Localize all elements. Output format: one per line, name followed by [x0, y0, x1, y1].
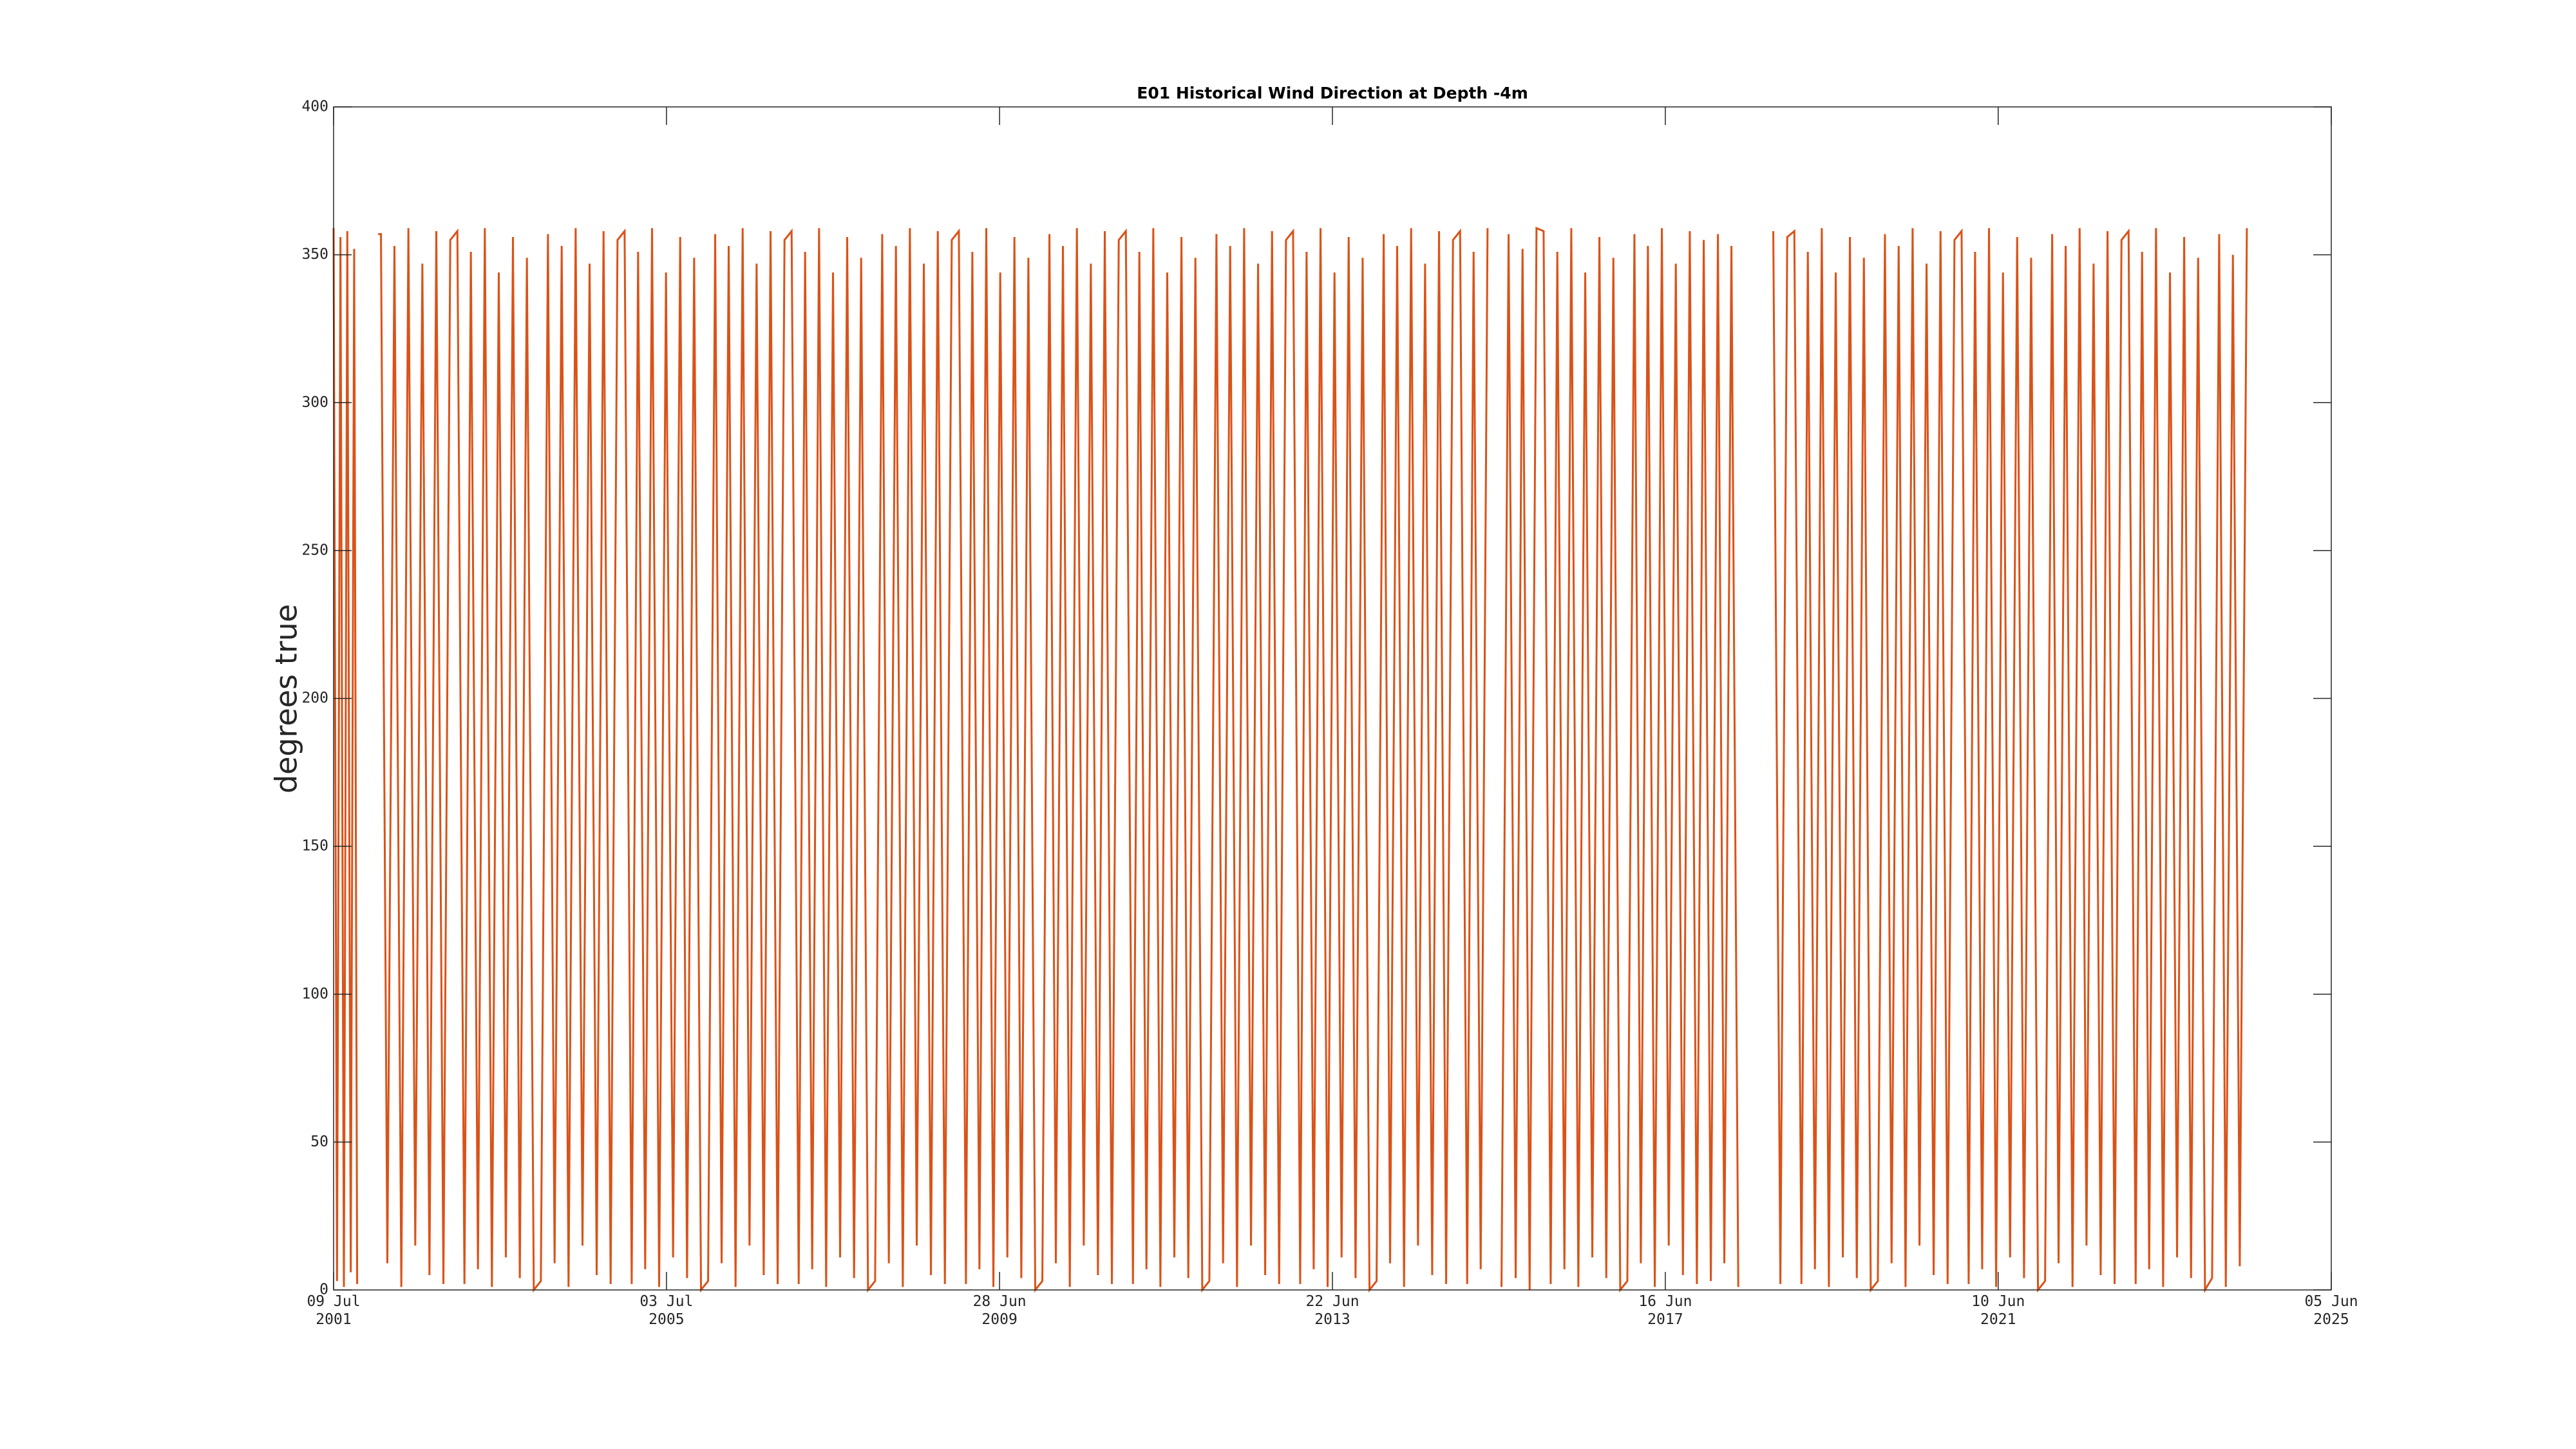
y-tick-label: 100	[301, 985, 328, 1002]
y-tick-label: 250	[301, 542, 328, 558]
x-tick-label: 10 Jun 2021	[1971, 1293, 2025, 1328]
y-tick-label: 150	[301, 838, 328, 855]
x-tick-label: 16 Jun 2017	[1638, 1293, 1692, 1328]
y-tick-label: 400	[301, 99, 328, 115]
y-tick-label: 200	[301, 690, 328, 706]
x-tick-label: 28 Jun 2009	[972, 1293, 1027, 1328]
x-tick-label: 03 Jul 2005	[639, 1293, 694, 1328]
x-tick-label: 05 Jun 2025	[2304, 1293, 2358, 1328]
chart-title: E01 Historical Wind Direction at Depth -…	[1137, 84, 1528, 102]
y-tick-label: 350	[301, 246, 328, 263]
y-tick-label: 0	[319, 1282, 328, 1298]
y-axis-label: degrees true	[269, 604, 304, 793]
y-tick-label: 50	[310, 1133, 328, 1150]
data-line	[332, 227, 2248, 1294]
x-tick-label: 09 Jul 2001	[307, 1293, 361, 1328]
x-tick-label: 22 Jun 2013	[1305, 1293, 1359, 1328]
y-tick-label: 300	[301, 394, 328, 411]
